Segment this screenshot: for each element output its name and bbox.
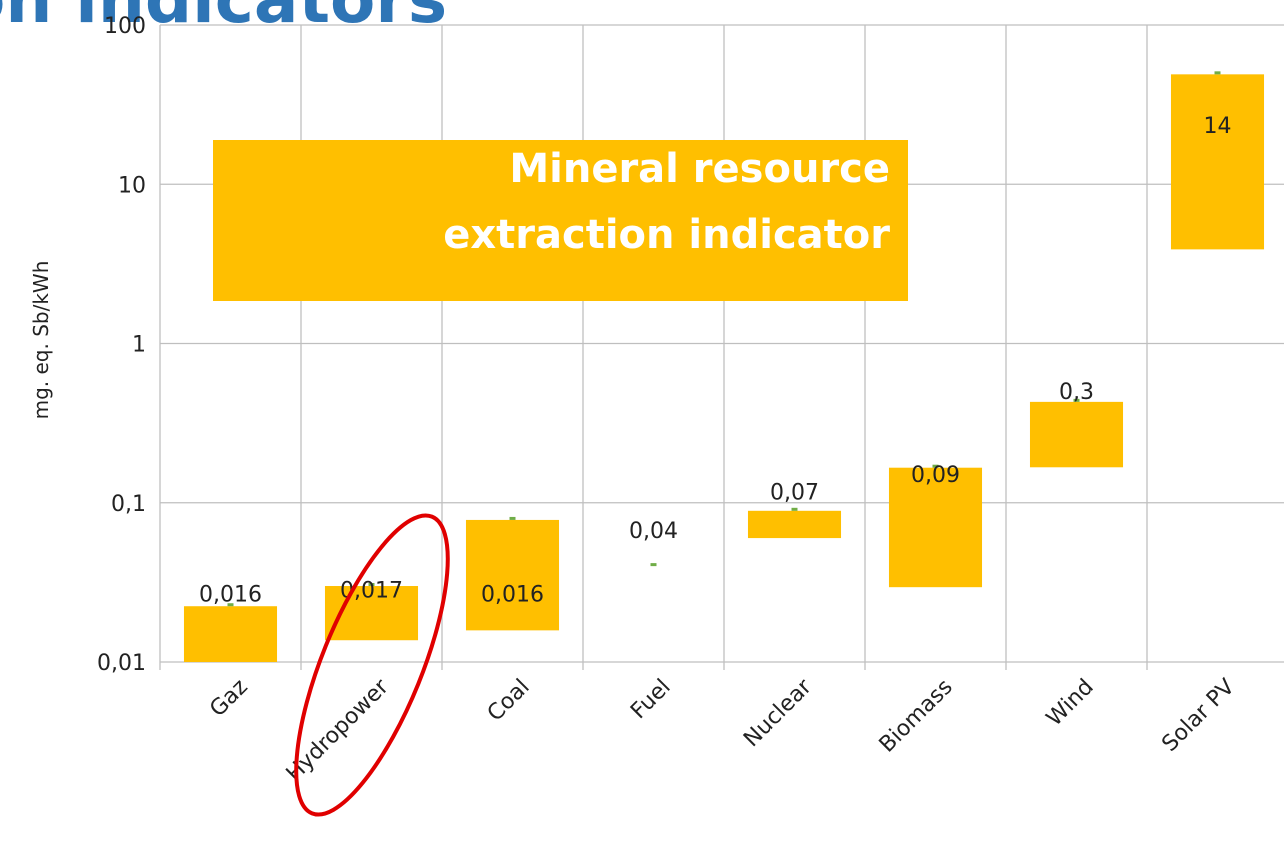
- plot-area: 0,010,11101000,016Gaz0,017Hydropower0,01…: [97, 14, 1284, 787]
- marker: [1214, 71, 1221, 75]
- y-tick-label: 10: [118, 173, 146, 198]
- annotation-box: [213, 140, 908, 301]
- x-tick-label: Wind: [1042, 675, 1099, 732]
- bar: [747, 510, 842, 539]
- y-tick-label: 0,01: [97, 651, 146, 676]
- marker: [227, 603, 234, 607]
- marker: [509, 516, 516, 520]
- x-tick-label: Biomass: [875, 675, 958, 758]
- y-axis-label: mg. eq. Sb/kWh: [29, 261, 53, 420]
- annotation-text: Mineral resource: [509, 146, 890, 192]
- y-tick-label: 0,1: [111, 492, 146, 517]
- x-tick-label: Gaz: [205, 675, 252, 722]
- x-tick-label: Fuel: [626, 675, 676, 725]
- bar: [183, 606, 278, 662]
- x-tick-label: Coal: [483, 675, 535, 727]
- bar: [1029, 401, 1124, 468]
- page-title: on indicators: [0, 0, 447, 38]
- bar: [888, 467, 983, 588]
- data-label: 0,07: [770, 480, 819, 505]
- marker: [932, 464, 939, 468]
- highlight-ellipse: [294, 513, 450, 817]
- marker: [791, 507, 798, 511]
- x-tick-label: Solar PV: [1157, 675, 1239, 757]
- marker: [1073, 398, 1080, 402]
- data-label: 0,09: [911, 463, 960, 488]
- marker: [368, 583, 375, 587]
- data-label: 0,016: [199, 582, 262, 607]
- data-label: 14: [1204, 114, 1232, 139]
- y-tick-label: 1: [132, 333, 146, 358]
- y-tick-label: 100: [104, 14, 146, 39]
- data-label: 0,3: [1059, 380, 1094, 405]
- annotation-text: extraction indicator: [443, 212, 890, 258]
- data-label: 0,016: [481, 582, 544, 607]
- bar: [465, 519, 560, 631]
- bar: [1170, 74, 1265, 250]
- marker: [650, 563, 657, 567]
- data-label: 0,04: [629, 519, 678, 544]
- x-tick-label: Nuclear: [739, 674, 817, 752]
